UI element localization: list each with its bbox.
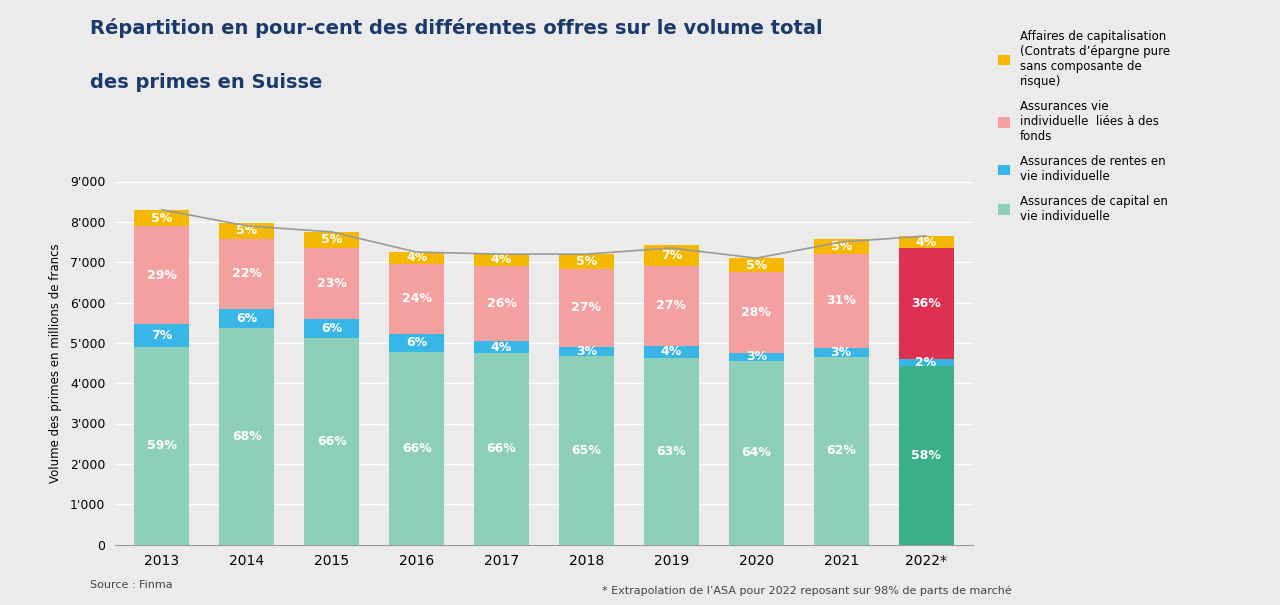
- Bar: [644, 266, 699, 346]
- Bar: [389, 264, 444, 334]
- Bar: [559, 347, 614, 356]
- Bar: [814, 348, 869, 357]
- Text: 66%: 66%: [317, 435, 347, 448]
- Text: 58%: 58%: [911, 448, 941, 462]
- Bar: [899, 236, 954, 248]
- Bar: [814, 254, 869, 348]
- Bar: [134, 324, 189, 347]
- Text: 6%: 6%: [321, 322, 342, 335]
- Text: 27%: 27%: [571, 301, 602, 315]
- Text: 66%: 66%: [402, 442, 431, 454]
- Text: 66%: 66%: [486, 442, 516, 455]
- Text: 65%: 65%: [571, 443, 602, 457]
- Text: 4%: 4%: [492, 253, 512, 266]
- Text: 5%: 5%: [831, 240, 851, 253]
- Bar: [474, 341, 529, 353]
- Text: 6%: 6%: [406, 336, 428, 349]
- Text: 64%: 64%: [741, 446, 772, 459]
- Bar: [899, 248, 954, 359]
- Bar: [644, 245, 699, 266]
- Bar: [305, 247, 360, 319]
- Legend: Affaires de capitalisation
(Contrats d’épargne pure
sans composante de
risque), : Affaires de capitalisation (Contrats d’é…: [998, 30, 1170, 223]
- Text: 5%: 5%: [237, 224, 257, 237]
- Text: 4%: 4%: [660, 345, 682, 358]
- Text: 29%: 29%: [147, 269, 177, 281]
- Bar: [644, 346, 699, 358]
- Bar: [559, 254, 614, 269]
- Text: 5%: 5%: [576, 255, 596, 268]
- Bar: [728, 353, 783, 361]
- Text: 36%: 36%: [911, 297, 941, 310]
- Text: 3%: 3%: [831, 346, 851, 359]
- Text: 5%: 5%: [746, 259, 767, 272]
- Bar: [389, 252, 444, 264]
- Text: 3%: 3%: [746, 350, 767, 364]
- Bar: [814, 239, 869, 254]
- Text: des primes en Suisse: des primes en Suisse: [90, 73, 323, 91]
- Bar: [389, 352, 444, 544]
- Text: 6%: 6%: [237, 312, 257, 325]
- Text: Répartition en pour-cent des différentes offres sur le volume total: Répartition en pour-cent des différentes…: [90, 18, 822, 38]
- Text: 27%: 27%: [657, 299, 686, 312]
- Bar: [219, 238, 274, 309]
- Text: 2%: 2%: [915, 356, 937, 369]
- Y-axis label: Volume des primes en millions de francs: Volume des primes en millions de francs: [49, 243, 61, 483]
- Text: 24%: 24%: [402, 292, 431, 306]
- Bar: [474, 266, 529, 341]
- Bar: [474, 254, 529, 266]
- Bar: [474, 353, 529, 544]
- Text: * Extrapolation de l’ASA pour 2022 reposant sur 98% de parts de marché: * Extrapolation de l’ASA pour 2022 repos…: [602, 586, 1011, 596]
- Bar: [305, 232, 360, 247]
- Text: 62%: 62%: [827, 444, 856, 457]
- Bar: [559, 269, 614, 347]
- Text: 4%: 4%: [915, 235, 937, 249]
- Bar: [559, 356, 614, 544]
- Text: Source : Finma: Source : Finma: [90, 580, 173, 590]
- Bar: [644, 358, 699, 544]
- Bar: [219, 223, 274, 238]
- Bar: [814, 357, 869, 544]
- Text: 5%: 5%: [321, 234, 342, 246]
- Text: 22%: 22%: [232, 267, 262, 280]
- Text: 63%: 63%: [657, 445, 686, 457]
- Bar: [134, 210, 189, 226]
- Text: 7%: 7%: [151, 329, 173, 342]
- Bar: [899, 359, 954, 365]
- Text: 7%: 7%: [660, 249, 682, 262]
- Text: 5%: 5%: [151, 212, 173, 224]
- Text: 26%: 26%: [486, 297, 517, 310]
- Text: 23%: 23%: [316, 277, 347, 290]
- Bar: [134, 347, 189, 544]
- Text: 68%: 68%: [232, 430, 261, 443]
- Text: 3%: 3%: [576, 345, 596, 358]
- Bar: [728, 258, 783, 272]
- Bar: [899, 365, 954, 544]
- Text: 28%: 28%: [741, 306, 772, 319]
- Bar: [305, 338, 360, 544]
- Text: 4%: 4%: [492, 341, 512, 353]
- Bar: [728, 272, 783, 353]
- Bar: [219, 309, 274, 328]
- Text: 59%: 59%: [147, 439, 177, 453]
- Text: 4%: 4%: [406, 252, 428, 264]
- Text: 31%: 31%: [827, 295, 856, 307]
- Bar: [134, 226, 189, 324]
- Bar: [728, 361, 783, 544]
- Bar: [219, 328, 274, 544]
- Bar: [389, 334, 444, 352]
- Bar: [305, 319, 360, 338]
